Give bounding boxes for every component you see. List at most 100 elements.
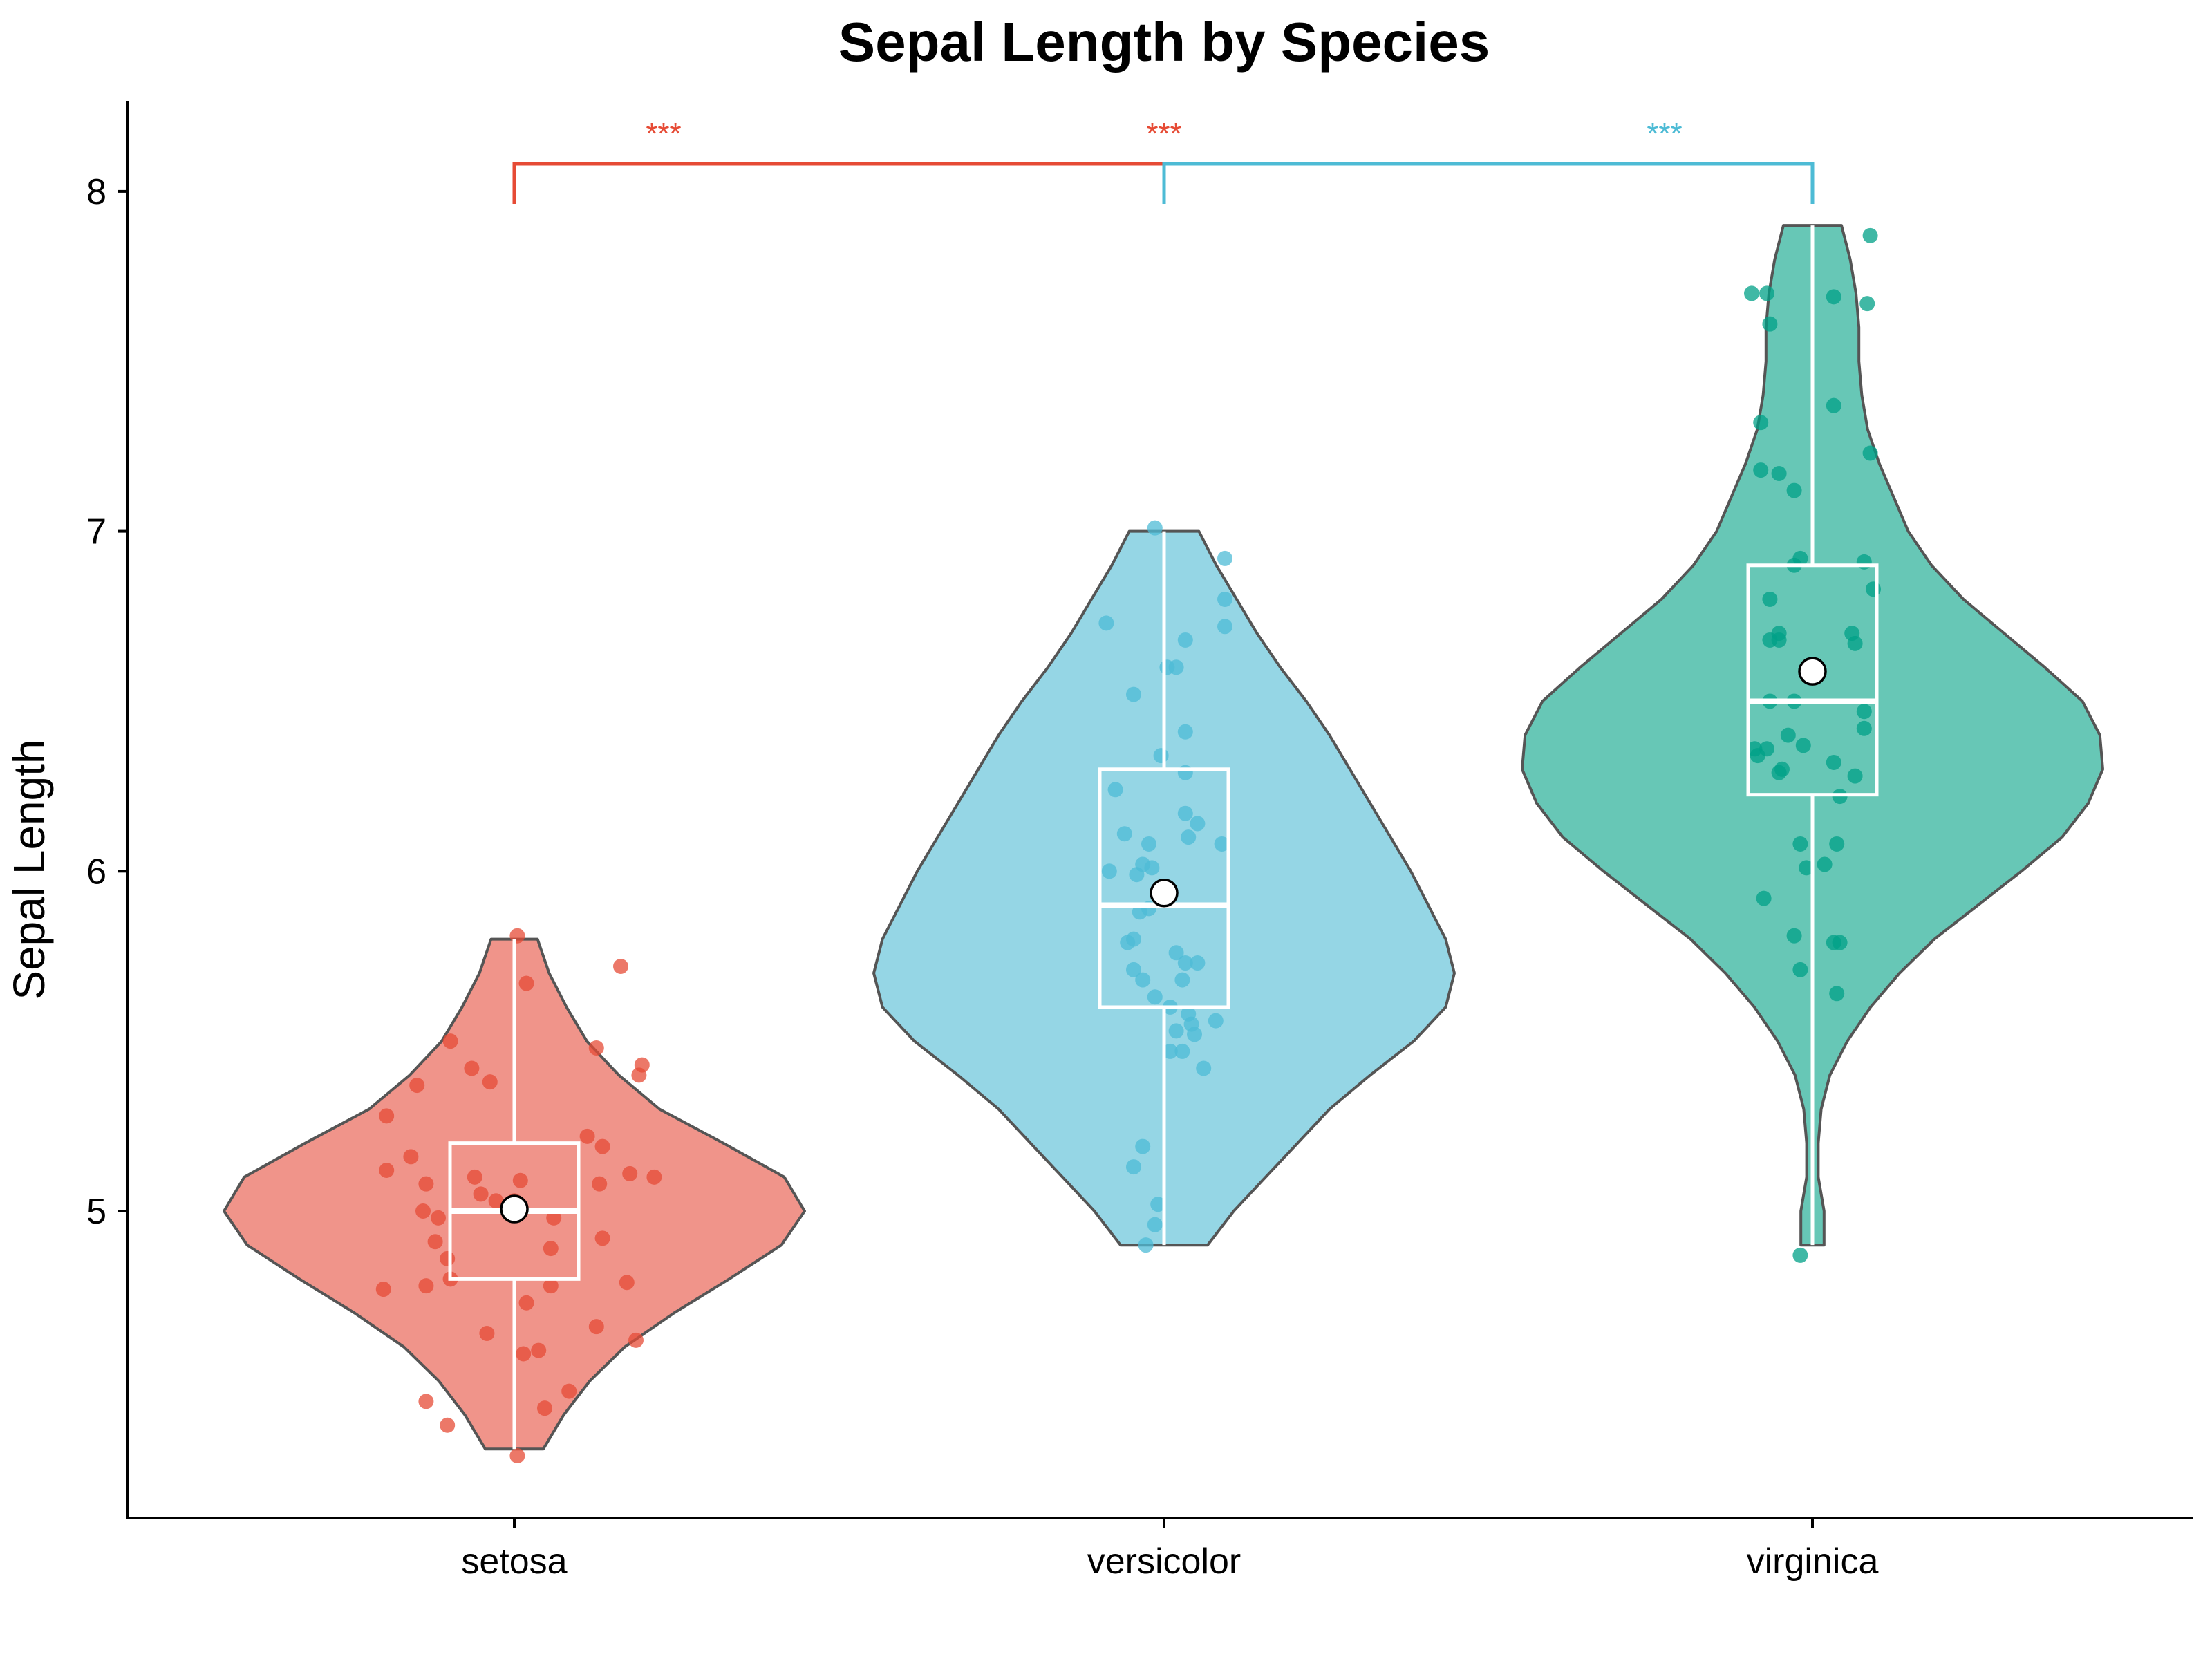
data-point	[1138, 1237, 1154, 1253]
data-point	[1135, 972, 1151, 988]
data-point	[1817, 856, 1833, 872]
data-point	[1101, 863, 1117, 879]
data-point	[1174, 972, 1190, 988]
x-tick-label: setosa	[461, 1541, 567, 1582]
data-point	[1177, 724, 1193, 740]
data-point	[1168, 1023, 1184, 1039]
significance-bracket	[1162, 162, 1815, 204]
data-point	[1866, 581, 1881, 597]
data-point	[1826, 397, 1841, 413]
mean-marker	[1798, 657, 1827, 686]
data-point	[1132, 904, 1147, 920]
data-point	[1826, 289, 1841, 305]
data-point	[1181, 830, 1197, 845]
data-point	[1150, 1197, 1166, 1212]
data-point	[1744, 285, 1759, 301]
data-point	[1196, 1060, 1212, 1076]
plot-area: 5 6 7 8 setosa versicolor virginica *** *** ***	[86, 101, 2193, 1582]
data-point	[1187, 1027, 1202, 1042]
data-point	[1190, 816, 1206, 832]
data-point	[543, 1278, 559, 1294]
data-point	[431, 1210, 446, 1226]
data-point	[1759, 285, 1774, 301]
data-point	[415, 1203, 431, 1219]
data-point	[440, 1417, 456, 1433]
data-point	[579, 1128, 595, 1144]
data-point	[509, 1448, 525, 1464]
data-point	[509, 928, 525, 944]
y-tick-label: 8	[86, 172, 106, 212]
data-point	[1177, 765, 1193, 780]
box-iqr	[1098, 767, 1230, 1009]
data-point	[1116, 826, 1132, 842]
data-point	[1847, 635, 1863, 651]
data-point	[1795, 738, 1811, 753]
y-tick-label: 5	[86, 1192, 106, 1232]
data-point	[488, 1193, 504, 1209]
data-point	[409, 1078, 425, 1094]
data-point	[1214, 836, 1230, 852]
data-point	[442, 1033, 458, 1049]
data-point	[1862, 445, 1878, 461]
data-point	[467, 1169, 482, 1185]
data-point	[1829, 986, 1845, 1002]
data-point	[418, 1394, 434, 1409]
data-point	[1162, 1043, 1178, 1059]
data-point	[1126, 1159, 1141, 1175]
mean-marker	[500, 1194, 529, 1224]
data-point	[1847, 768, 1863, 784]
data-point	[1126, 686, 1141, 702]
data-point	[1859, 296, 1875, 312]
data-point	[622, 1165, 638, 1181]
data-point	[1862, 227, 1878, 243]
data-point	[379, 1162, 395, 1178]
significance-label: ***	[1647, 117, 1682, 151]
data-point	[375, 1282, 391, 1297]
data-point	[531, 1342, 547, 1358]
data-point	[418, 1176, 434, 1192]
data-point	[1126, 962, 1141, 977]
data-point	[482, 1074, 498, 1090]
data-point	[1792, 962, 1808, 977]
data-point	[516, 1346, 532, 1362]
data-point	[1217, 591, 1232, 607]
data-point	[1107, 782, 1123, 798]
data-point	[464, 1060, 480, 1076]
data-point	[1120, 935, 1136, 950]
data-point	[1786, 482, 1802, 498]
significance-label: ***	[646, 117, 681, 151]
data-point	[1135, 1138, 1151, 1154]
data-point	[1771, 632, 1787, 648]
data-point	[1177, 805, 1193, 821]
data-point	[512, 1172, 528, 1188]
data-point	[1856, 720, 1872, 736]
data-point	[1753, 415, 1769, 431]
data-point	[1771, 765, 1787, 780]
data-point	[1098, 615, 1114, 631]
data-point	[1217, 550, 1232, 566]
significance-bracket	[512, 162, 1166, 204]
violin-virginica	[1521, 224, 2104, 1247]
x-tick-label: virginica	[1747, 1541, 1879, 1582]
data-point	[1147, 989, 1163, 1005]
data-point	[588, 1040, 604, 1056]
data-point	[473, 1186, 489, 1202]
data-point	[379, 1108, 395, 1124]
data-point	[1147, 520, 1163, 536]
data-point	[1762, 591, 1778, 607]
data-point	[619, 1275, 635, 1291]
data-point	[594, 1138, 610, 1154]
data-point	[1792, 1247, 1808, 1263]
data-point	[628, 1332, 644, 1348]
data-point	[1780, 727, 1796, 743]
data-point	[427, 1234, 443, 1250]
data-point	[546, 1210, 562, 1226]
significance-label: ***	[1146, 117, 1181, 151]
data-point	[592, 1176, 608, 1192]
chart-title: Sepal Length by Species	[838, 11, 1490, 73]
x-tick-label: versicolor	[1087, 1541, 1241, 1582]
data-point	[1856, 554, 1872, 570]
box-iqr	[1746, 563, 1879, 797]
data-point	[594, 1230, 610, 1246]
